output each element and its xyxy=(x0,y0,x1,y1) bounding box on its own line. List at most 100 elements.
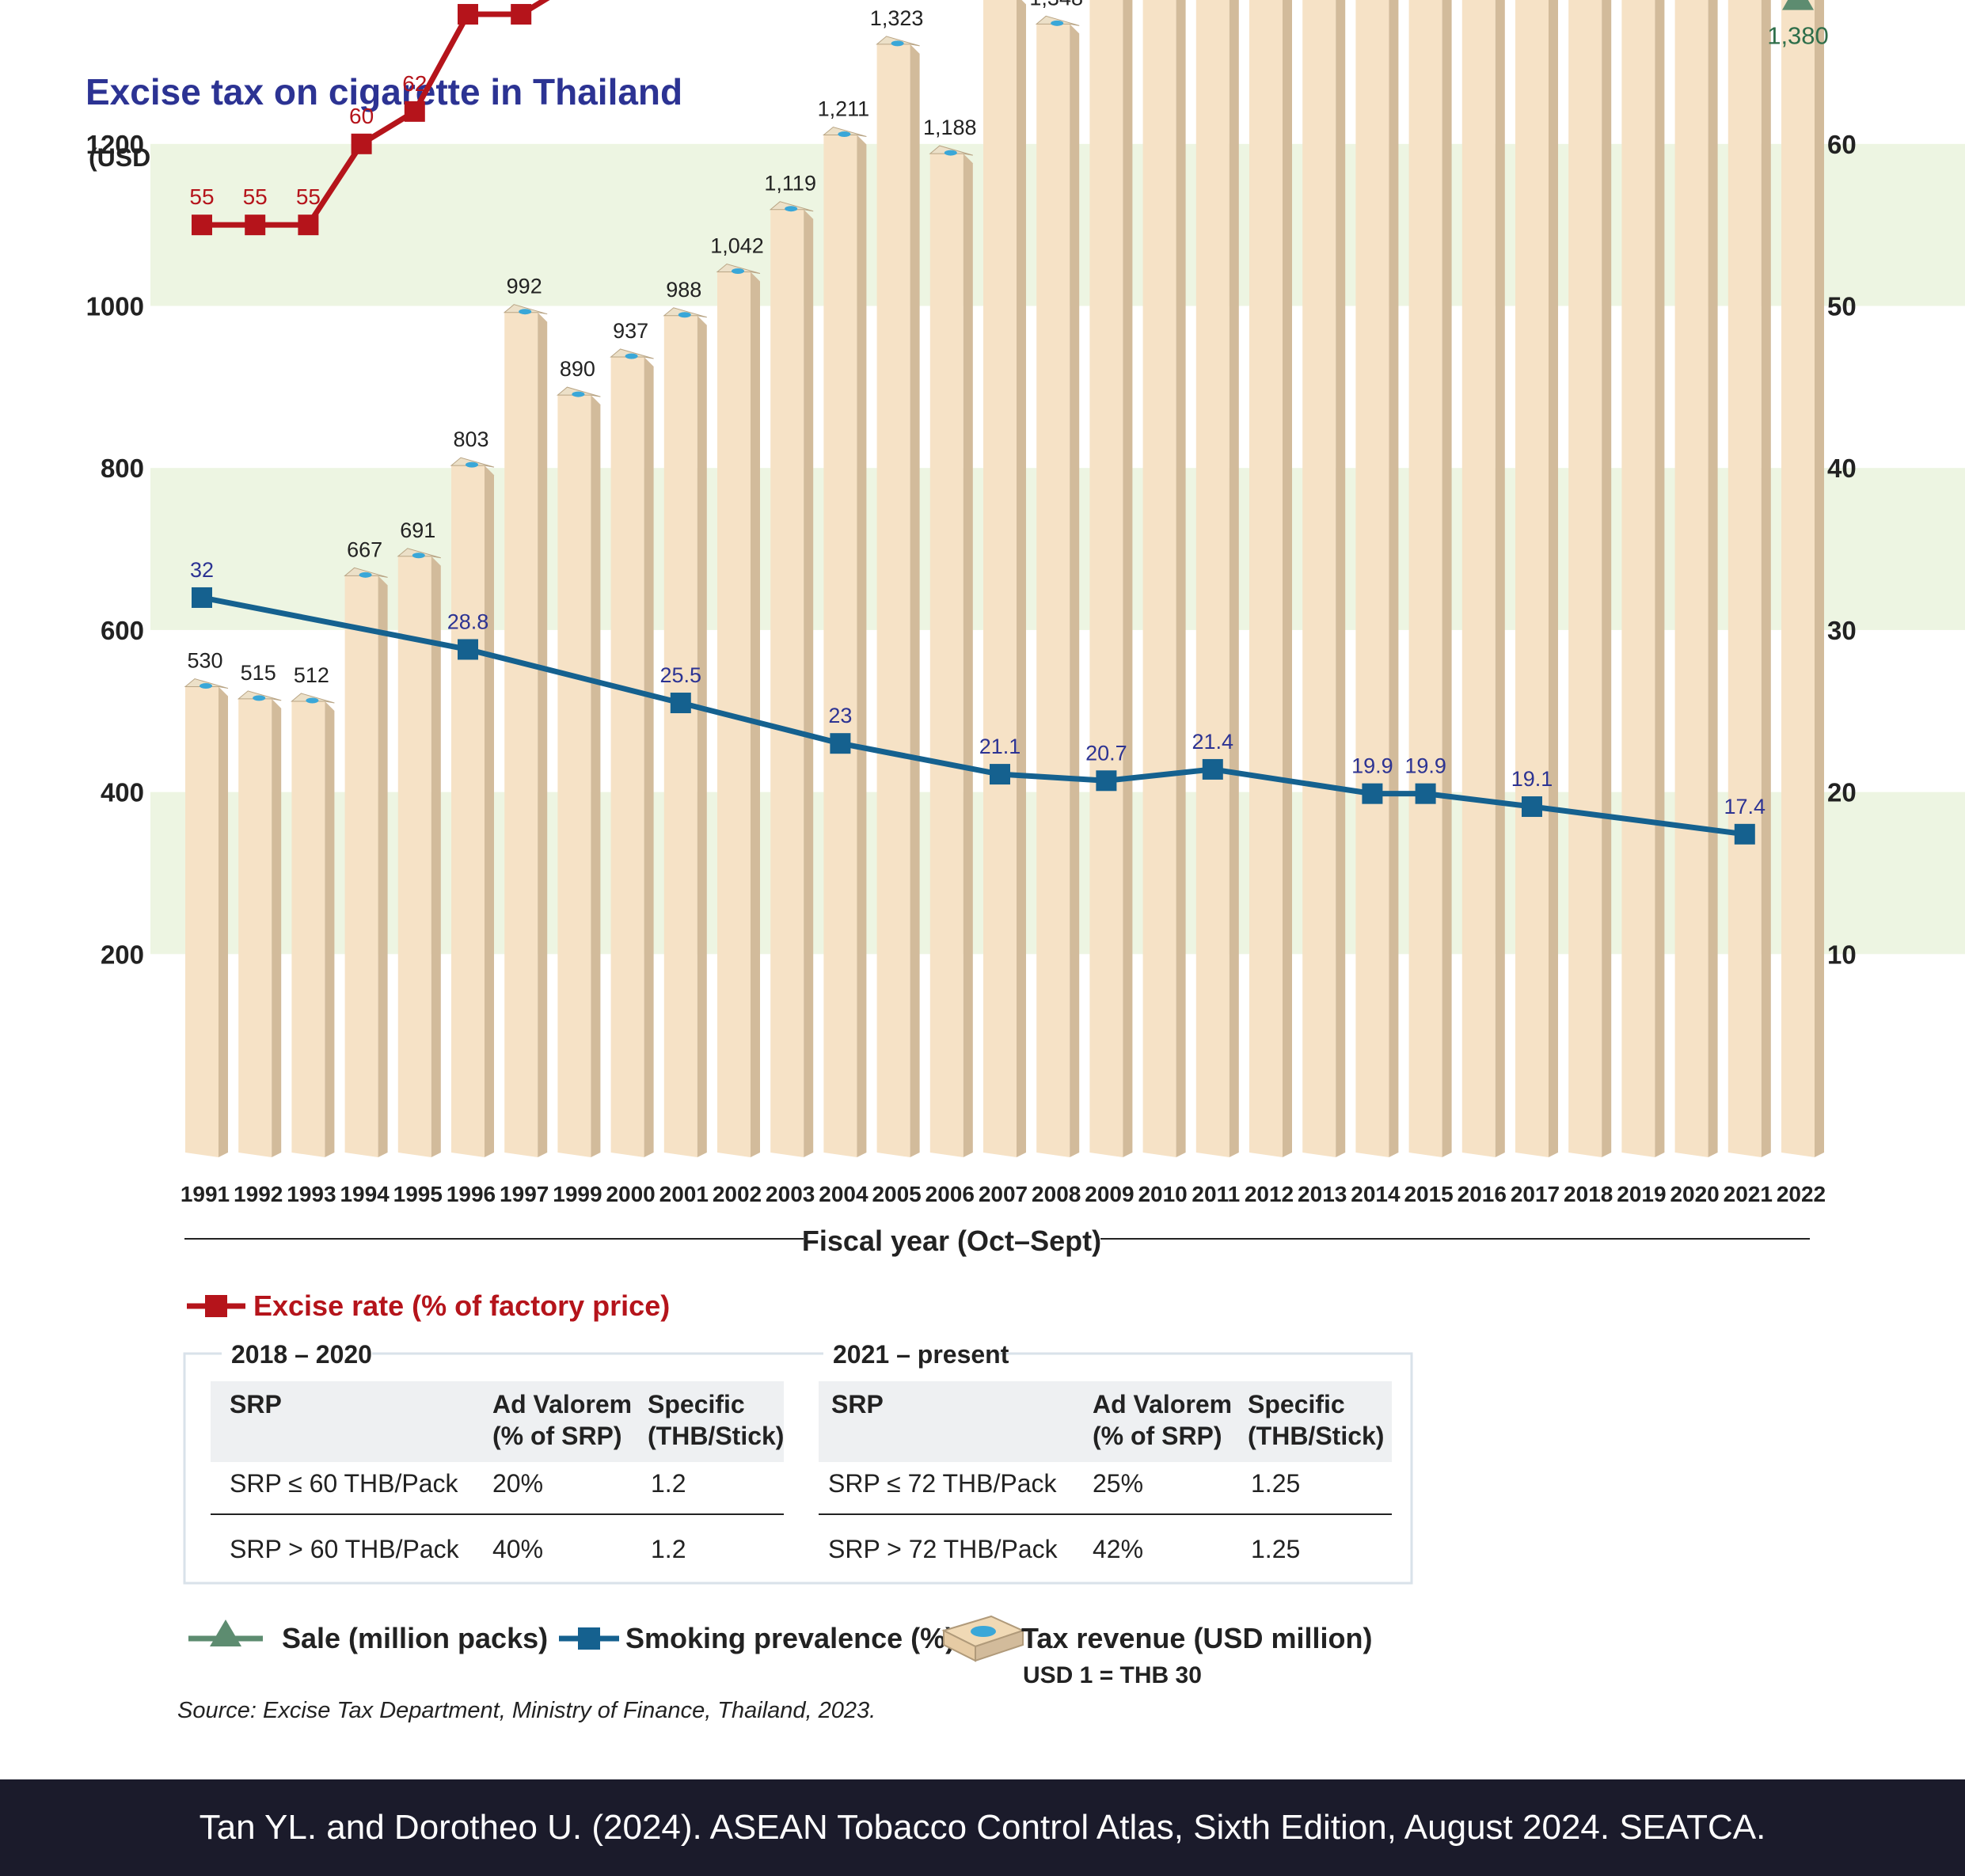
table2-r1-srp: SRP ≤ 72 THB/Pack xyxy=(828,1469,1058,1498)
prevalence-marker-1991 xyxy=(192,587,212,608)
year-2016: 2016 xyxy=(1458,1182,1507,1206)
bar-bill-mark xyxy=(359,572,372,578)
x-axis-years: 1991 1992 1993 1994 1995 1996 1997 1999 2000 2001… xyxy=(181,1182,1826,1206)
prevalence-label-1991: 32 xyxy=(190,558,214,582)
period-gap-1 xyxy=(222,1336,372,1371)
sale-marker-2022 xyxy=(1782,0,1814,10)
money-stack-icon xyxy=(941,1615,1025,1662)
bar-bill-mark xyxy=(306,697,319,704)
bar-side xyxy=(1070,24,1080,1157)
table1-col-specific-unit: (THB/Stick) xyxy=(648,1422,784,1450)
year-2013: 2013 xyxy=(1298,1182,1347,1206)
bar-bill-mark xyxy=(519,309,532,315)
prevalence-label-2001: 25.5 xyxy=(660,663,702,687)
bar-bill-mark xyxy=(944,150,957,156)
bar-1997 xyxy=(503,304,548,1157)
table2-col-specific-unit: (THB/Stick) xyxy=(1248,1422,1384,1450)
prevalence-marker-1996 xyxy=(458,639,478,660)
bar-front xyxy=(1568,0,1602,1157)
bar-side xyxy=(1442,0,1452,1157)
bar-side xyxy=(697,315,707,1158)
prevalence-marker-2015 xyxy=(1415,783,1436,804)
bar-2000 xyxy=(610,348,654,1158)
bar-1993 xyxy=(291,693,335,1157)
bar-2020 xyxy=(1674,0,1718,1157)
legend-sale: Sale (million packs) xyxy=(188,1620,548,1654)
right-tick-50: 50 xyxy=(1827,292,1857,321)
legend-prevalence-label: Smoking prevalence (%) xyxy=(625,1622,955,1654)
bar-label-2005: 1,323 xyxy=(870,6,924,30)
year-2020: 2020 xyxy=(1670,1182,1719,1206)
year-2019: 2019 xyxy=(1617,1182,1666,1206)
excise-label-1994: 60 xyxy=(349,104,374,128)
table2-header-bg xyxy=(819,1381,1392,1462)
excise-marker-1997 xyxy=(511,4,532,25)
bar-front xyxy=(1142,0,1176,1157)
bar-side xyxy=(272,698,282,1157)
prevalence-marker-2009 xyxy=(1096,770,1117,792)
bar-side xyxy=(751,272,760,1158)
right-tick-20: 20 xyxy=(1827,778,1857,807)
table2-r1-specific: 1.25 xyxy=(1251,1469,1300,1498)
right-tick-60: 60 xyxy=(1827,130,1857,159)
bar-side xyxy=(1549,0,1558,1157)
year-2002: 2002 xyxy=(713,1182,762,1206)
bar-2009 xyxy=(1089,0,1133,1157)
table1-col-srp: SRP xyxy=(230,1390,282,1418)
excise-marker-1994 xyxy=(351,133,372,154)
prevalence-marker-2001 xyxy=(670,693,691,714)
bar-side xyxy=(591,395,601,1158)
left-axis: 2004006008001000120014001600180020002200… xyxy=(86,130,144,970)
bar-side xyxy=(1123,0,1133,1157)
bar-front xyxy=(1781,0,1815,1157)
bar-front xyxy=(1461,0,1496,1157)
tables-frame xyxy=(183,1352,1413,1585)
bar-label-2008: 1,348 xyxy=(1029,0,1083,9)
legend-exchange-rate: USD 1 = THB 30 xyxy=(1023,1662,1202,1688)
bar-2002 xyxy=(716,263,761,1158)
legend-prevalence-marker xyxy=(578,1627,600,1650)
bar-front xyxy=(1089,0,1123,1157)
bar-bill-mark xyxy=(785,206,798,212)
bar-2016 xyxy=(1461,0,1505,1157)
period-gap-2 xyxy=(823,1336,998,1371)
bar-label-2003: 1,119 xyxy=(764,172,816,196)
table1-header-bg xyxy=(211,1381,784,1462)
bar-2017 xyxy=(1515,0,1558,1157)
bar-side xyxy=(963,154,973,1157)
table1-col-advalorem: Ad Valorem xyxy=(492,1390,632,1418)
prevalence-label-2021: 17.4 xyxy=(1724,795,1766,818)
bar-front xyxy=(1355,0,1389,1157)
bar-2006 xyxy=(929,145,973,1157)
bar-1992 xyxy=(237,690,282,1157)
bar-bill-mark xyxy=(466,461,478,468)
table2-col-advalorem: Ad Valorem xyxy=(1093,1390,1232,1418)
year-1996: 1996 xyxy=(447,1182,496,1206)
bar-2013 xyxy=(1302,0,1346,1157)
bar-bill-mark xyxy=(678,312,691,318)
bar-2019 xyxy=(1621,0,1665,1157)
bar-label-1996: 803 xyxy=(453,427,488,451)
source-note: Source: Excise Tax Department, Ministry … xyxy=(177,1698,876,1723)
bar-side xyxy=(325,701,335,1157)
bar-bill-mark xyxy=(732,268,744,275)
sale-label-2022: 1,380 xyxy=(1767,22,1829,50)
bar-label-1997: 992 xyxy=(507,275,542,298)
bar-label-2004: 1,211 xyxy=(818,97,870,121)
table2-r2-srp: SRP > 72 THB/Pack xyxy=(828,1535,1059,1563)
year-1991: 1991 xyxy=(181,1182,230,1206)
bar-side xyxy=(378,575,388,1157)
bar-bill-mark xyxy=(253,695,266,701)
excise-label-1995: 62 xyxy=(402,71,427,96)
sale-series: 1,9421,9832,1352,3282,1712,4632,4151,810… xyxy=(1767,0,1829,50)
bar-2014 xyxy=(1355,0,1399,1157)
prevalence-label-2004: 23 xyxy=(828,704,852,727)
table1-r2-specific: 1.2 xyxy=(651,1535,686,1563)
bar-front xyxy=(1249,0,1283,1157)
prevalence-series: 32 28.8 25.5 23 21.1 20.7 21.4 19.9 19.9 19.1 17.4 xyxy=(190,558,1765,845)
bar-2008 xyxy=(1035,15,1080,1157)
right-axis: 102030405060708090100 xyxy=(1827,130,1857,970)
prevalence-marker-2014 xyxy=(1362,783,1383,804)
bar-1994 xyxy=(344,567,388,1157)
bar-1999 xyxy=(557,386,601,1158)
